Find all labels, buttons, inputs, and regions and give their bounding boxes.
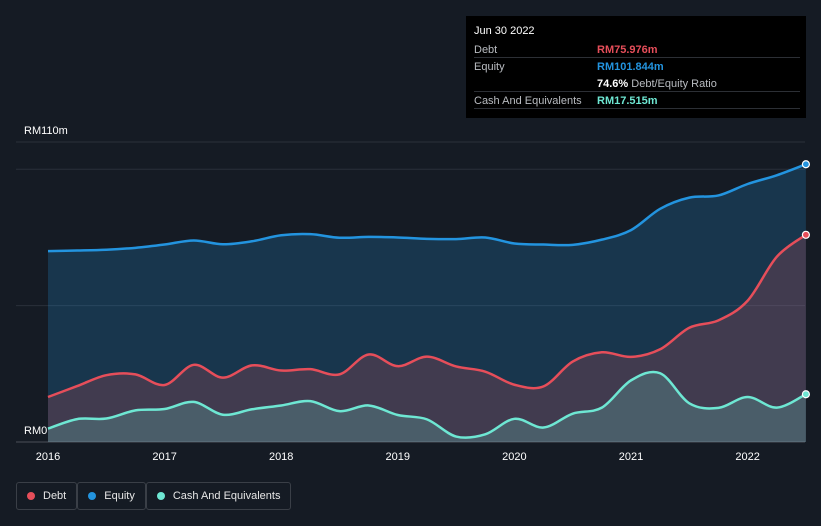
debt-dot-icon [27, 492, 35, 500]
x-tick-label: 2020 [502, 451, 527, 463]
tooltip-ratio-label: Debt/Equity Ratio [631, 78, 717, 90]
tooltip-debt-label: Debt [474, 44, 498, 56]
x-tick-label: 2016 [35, 451, 61, 463]
tooltip-row-ratio: 74.6% Debt/Equity Ratio [474, 75, 800, 92]
y-axis-label-bottom: RM0 [24, 425, 48, 437]
equity-line[interactable] [47, 163, 807, 253]
end-markers [801, 160, 811, 399]
debt-line[interactable] [47, 233, 807, 399]
tooltip-date: Jun 30 2022 [474, 25, 535, 37]
y-axis-label-top: RM110m [24, 125, 68, 137]
tooltip-row-cash: Cash And Equivalents RM17.515m [474, 92, 800, 109]
legend-equity-label: Equity [104, 490, 135, 502]
series-lines [47, 163, 807, 439]
tooltip-ratio-value: 74.6% [597, 78, 629, 90]
debt-area [48, 234, 806, 442]
tooltip-row-debt: Debt RM75.976m [474, 41, 800, 58]
x-tick-label: 2017 [152, 451, 177, 463]
gridlines [16, 141, 805, 443]
legend-cash-label: Cash And Equivalents [172, 490, 281, 502]
equity-dot-icon [88, 492, 97, 500]
tooltip-row-equity: Equity RM101.844m [474, 58, 800, 75]
tooltip-equity-label: Equity [474, 61, 505, 73]
legend-item-equity[interactable]: Equity [77, 482, 146, 510]
tooltip-ratio: 74.6% Debt/Equity Ratio [597, 78, 717, 90]
legend: Debt Equity Cash And Equivalents [16, 482, 292, 510]
tooltip-cash-label: Cash And Equivalents [474, 95, 582, 107]
cash-end-marker[interactable] [801, 390, 811, 399]
legend-debt-label: Debt [43, 490, 67, 502]
tooltip-debt-value: RM75.976m [597, 44, 658, 56]
debt-end-marker[interactable] [801, 230, 811, 239]
series-areas [48, 164, 806, 442]
x-tick-label: 2018 [268, 451, 294, 463]
x-tick-label: 2019 [385, 451, 411, 463]
legend-item-debt[interactable]: Debt [16, 482, 78, 510]
x-tick-label: 2022 [735, 451, 760, 463]
cash-dot-icon [156, 492, 165, 500]
tooltip: Jun 30 2022 Debt RM75.976m Equity RM101.… [466, 16, 806, 118]
legend-item-cash[interactable]: Cash And Equivalents [145, 482, 292, 510]
cash-area [48, 371, 806, 442]
equity-end-marker[interactable] [801, 160, 811, 169]
tooltip-cash-value: RM17.515m [597, 95, 658, 107]
tooltip-equity-value: RM101.844m [597, 61, 664, 73]
cash-line[interactable] [47, 370, 807, 439]
x-tick-label: 2021 [618, 451, 644, 463]
